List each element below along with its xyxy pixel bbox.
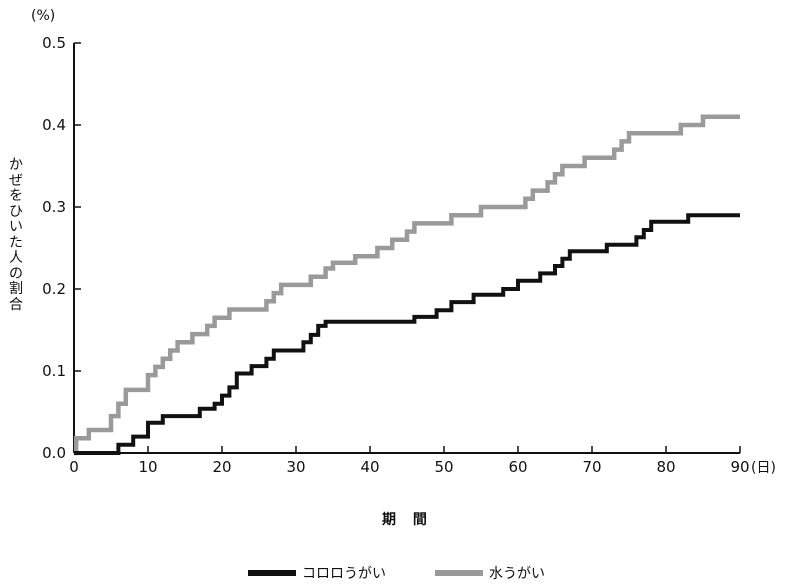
legend-swatch-1 [435,570,483,576]
x-tick-label: 80 [656,458,675,476]
series-lines [73,114,740,456]
y-unit-label: (%) [31,8,56,24]
ticks: 0 10 20 30 40 50 60 70 80 90 (日) 0.0 0.1 0.2 0.3 0.4 0.5 [42,34,776,476]
legend-label-1: 水うがい [489,566,545,582]
x-tick-label: 20 [212,458,231,476]
series-line-0 [74,213,740,455]
legend-item-series-1: 水うがい [435,563,545,583]
y-tick-label: 0.2 [42,280,66,298]
axes [73,43,740,454]
x-tick-label: 60 [508,458,527,476]
series-line-1 [73,114,740,456]
legend-swatch-0 [248,570,296,576]
y-axis-label: かぜをひいた人の割合 [9,157,23,313]
y-tick-label: 0.3 [42,198,66,216]
x-tick-label: 0 [69,458,79,476]
x-tick-label: 70 [582,458,601,476]
y-tick-label: 0.0 [42,444,66,462]
x-tick-label: 30 [286,458,305,476]
x-tick-label: 50 [434,458,453,476]
x-unit-label: (日) [751,460,776,476]
x-tick-label: 10 [138,458,157,476]
y-tick-label: 0.1 [42,362,66,380]
y-tick-label: 0.5 [42,34,66,52]
x-axis-label: 期 間 [382,512,433,528]
step-line-chart: 0 10 20 30 40 50 60 70 80 90 (日) 0.0 0.1 0.2 0.3 0.4 0.5 [42,34,776,476]
y-tick-label: 0.4 [42,116,66,134]
legend-label-0: コロロうがい [302,566,386,582]
x-tick-label: 40 [360,458,379,476]
legend-item-series-0: コロロうがい [248,563,386,583]
x-tick-label: 90 [730,458,749,476]
